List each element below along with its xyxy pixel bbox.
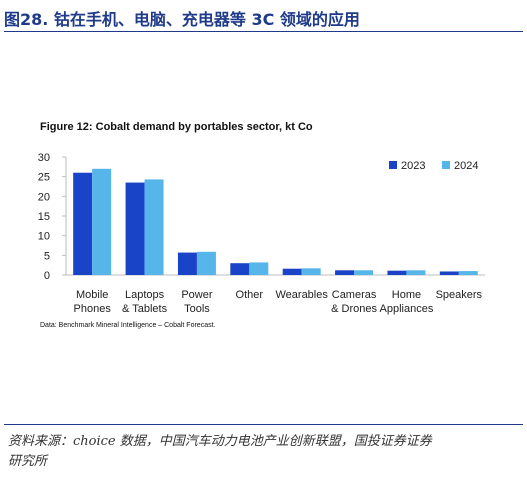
x-tick-label: Home: [392, 289, 421, 301]
legend-swatch-2023: [389, 161, 397, 169]
x-tick-label: Cameras: [332, 289, 377, 301]
bar-2023-5: [335, 270, 355, 275]
x-tick-label: Laptops: [125, 289, 165, 301]
legend-swatch-2024: [442, 161, 450, 169]
x-tick-label: & Drones: [331, 303, 377, 315]
y-tick-label: 0: [44, 270, 50, 282]
chart-area: 0 5 10 15 20 25 30 Mobile Phones Laptops & Tablets…: [0, 140, 527, 324]
y-tick-label: 10: [38, 231, 50, 243]
legend-label-2024: 2024: [454, 160, 478, 172]
bar-chart: 0 5 10 15 20 25 30 Mobile Phones Laptops & Tablets…: [38, 152, 485, 315]
bar-2023-4: [282, 268, 302, 275]
bar-2024-4: [301, 268, 321, 275]
bar-2023-7: [439, 271, 459, 275]
bar-2023-1: [125, 182, 145, 275]
x-tick-label: Power: [181, 289, 213, 301]
bar-2023-3: [230, 263, 250, 275]
source-text-line-2: 研究所: [8, 454, 48, 469]
y-tick-label: 20: [38, 191, 50, 203]
bar-2024-2: [196, 251, 216, 275]
title-divider: [4, 31, 523, 32]
x-tick-label: Other: [236, 289, 264, 301]
bar-2024-6: [406, 270, 426, 275]
x-tick-label: Speakers: [436, 289, 483, 301]
x-tick-label: & Tablets: [122, 303, 168, 315]
source-divider: [4, 424, 523, 425]
y-tick-label: 5: [44, 250, 50, 262]
x-tick-label: Phones: [74, 303, 112, 315]
x-tick-label: Tools: [184, 303, 210, 315]
legend-label-2023: 2023: [401, 160, 425, 172]
y-tick-label: 30: [38, 152, 50, 164]
source-text-line-1: 资料来源：choice 数据，中国汽车动力电池产业创新联盟，国投证券证券: [8, 434, 432, 449]
chart-title: Figure 12: Cobalt demand by portables se…: [40, 121, 313, 133]
bar-2024-3: [249, 262, 269, 275]
figure-title: 图28. 钴在手机、电脑、充电器等 3C 领域的应用: [4, 10, 360, 29]
x-tick-label: Mobile: [76, 289, 108, 301]
x-tick-label: Appliances: [380, 303, 434, 315]
bar-2024-7: [458, 271, 478, 275]
bar-2023-2: [177, 252, 197, 275]
bar-2024-0: [92, 168, 112, 275]
bar-2024-5: [354, 270, 374, 275]
y-tick-label: 25: [38, 172, 50, 184]
chart-data-source: Data: Benchmark Mineral Intelligence – C…: [40, 322, 216, 329]
y-tick-label: 15: [38, 211, 50, 223]
x-tick-label: Wearables: [275, 289, 328, 301]
bar-2023-0: [73, 172, 93, 275]
bar-2023-6: [387, 270, 407, 275]
bar-2024-1: [144, 179, 164, 275]
